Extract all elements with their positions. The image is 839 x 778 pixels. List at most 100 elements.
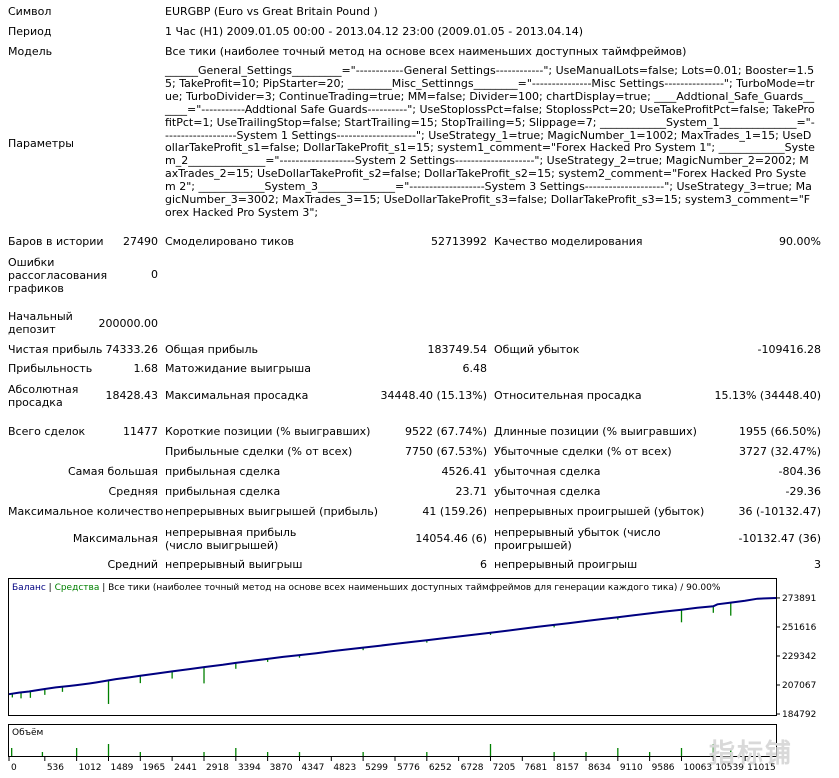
largest-loss-value: -804.36: [778, 465, 821, 478]
x-tick-label: 5776: [397, 763, 420, 773]
max-consec-wins-value: 41 (159.26): [422, 505, 487, 518]
x-tick-label: 6252: [429, 763, 452, 773]
maximal-profit-label: непрерывная прибыль (число выигрышей): [165, 526, 297, 552]
deposit-value: 200000.00: [98, 317, 159, 330]
ticks-value: 52713992: [431, 235, 487, 248]
x-tick-label: 5299: [365, 763, 388, 773]
y-tick-label: 273891: [782, 594, 816, 604]
x-tick-label: 7681: [524, 763, 547, 773]
parameters-value: ______General_Settings_________="-------…: [165, 64, 815, 219]
maximal-loss-label: непрерывный убыток (число проигрышей): [494, 526, 661, 552]
x-tick-label: 1965: [142, 763, 165, 773]
y-tick-label: 229342: [782, 652, 816, 662]
avg-consec-label: Средний: [107, 558, 158, 571]
largest-profit-value: 4526.41: [441, 465, 488, 478]
y-tick-label: 184792: [782, 710, 816, 720]
model-label: Модель: [8, 45, 53, 58]
gross-loss-label: Общий убыток: [494, 343, 580, 356]
largest-loss-label: убыточная сделка: [494, 465, 601, 478]
parameters-label: Параметры: [8, 137, 74, 150]
main-plot-frame: [8, 578, 777, 716]
x-tick-label: 10539: [715, 763, 744, 773]
x-tick-label: 6728: [461, 763, 484, 773]
avg-consec-losses-value: 3: [814, 558, 821, 571]
x-tick-label: 4347: [302, 763, 325, 773]
short-positions-value: 9522 (67.74%): [404, 425, 487, 438]
max-consec-label: Максимальное количество: [8, 505, 164, 518]
avg-consec-wins-label: непрерывный выигрыш: [165, 558, 303, 571]
bars-label: Баров в истории: [8, 235, 104, 248]
x-tick-label: 10063: [684, 763, 713, 773]
x-tick-label: 9110: [620, 763, 643, 773]
short-positions-label: Короткие позиции (% выигравших): [165, 425, 371, 438]
profit-factor-value: 1.68: [133, 362, 159, 375]
mismatch-label: Ошибки рассогласования графиков: [8, 256, 108, 295]
loss-trades-label: Убыточные сделки (% от всех): [494, 445, 672, 458]
symbol-label: Символ: [8, 5, 52, 18]
rel-drawdown-value: 15.13% (34448.40): [714, 389, 821, 402]
long-positions-value: 1955 (66.50%): [738, 425, 821, 438]
quality-value: 90.00%: [779, 235, 821, 248]
volume-plot-frame: [8, 724, 777, 757]
net-profit-label: Чистая прибыль: [8, 343, 103, 356]
total-trades-value: 11477: [123, 425, 158, 438]
deposit-label: Начальный депозит: [8, 310, 73, 336]
x-tick-label: 9586: [652, 763, 675, 773]
loss-trades-value: 3727 (32.47%): [738, 445, 821, 458]
x-axis: 0 536 1012 1489 1965 2441 2918 3394 3870 4347 4823…: [8, 757, 776, 773]
expected-payoff-value: 6.48: [462, 362, 488, 375]
profit-factor-label: Прибыльность: [8, 362, 93, 375]
legend-equity: Средства: [55, 583, 100, 593]
rel-drawdown-label: Относительная просадка: [494, 389, 642, 402]
ticks-label: Смоделировано тиков: [165, 235, 295, 248]
volume-label: Объём: [12, 728, 43, 738]
chart-model-description: Все тики (наиболее точный метод на основ…: [108, 583, 721, 593]
x-tick-label: 8157: [556, 763, 579, 773]
max-drawdown-label: Максимальная просадка: [165, 389, 309, 402]
period-value: 1 Час (H1) 2009.01.05 00:00 - 2013.04.12…: [165, 25, 583, 38]
period-label: Период: [8, 25, 52, 38]
x-tick-label: 3870: [270, 763, 293, 773]
maximal-label: Максимальная: [72, 532, 158, 545]
average-loss-label: убыточная сделка: [494, 485, 601, 498]
avg-consec-wins-value: 6: [480, 558, 487, 571]
y-tick-label: 207067: [782, 681, 816, 691]
balance-line: [8, 597, 777, 696]
average-profit-label: прибыльная сделка: [165, 485, 281, 498]
average-profit-value: 23.71: [455, 485, 488, 498]
legend-separator-1: |: [46, 583, 55, 593]
x-tick-label: 0: [11, 763, 17, 773]
balance-line-group: [8, 597, 777, 696]
maximal-profit-value: 14054.46 (6): [415, 532, 487, 545]
bars-value: 27490: [123, 235, 158, 248]
x-tick-label: 2918: [206, 763, 229, 773]
gross-loss-value: -109416.28: [757, 343, 821, 356]
abs-drawdown-value: 18428.43: [105, 389, 159, 402]
max-consec-wins-label: непрерывных выигрышей (прибыль): [165, 505, 379, 518]
maximal-loss-value: -10132.47 (36): [738, 532, 821, 545]
x-tick-label: 7205: [493, 763, 516, 773]
net-profit-value: 74333.26: [105, 343, 159, 356]
x-tick-label: 8634: [588, 763, 611, 773]
x-tick-label: 1489: [111, 763, 134, 773]
balance-chart-svg: Баланс | Средства | Все тики (наиболее т…: [8, 578, 817, 773]
max-drawdown-value: 34448.40 (15.13%): [380, 389, 487, 402]
model-value: Все тики (наиболее точный метод на основ…: [165, 45, 687, 58]
legend-separator-2: |: [99, 583, 108, 593]
x-tick-label: 1012: [79, 763, 102, 773]
quality-label: Качество моделирования: [494, 235, 643, 248]
profit-trades-value: 7750 (67.53%): [404, 445, 487, 458]
x-tick-label: 536: [47, 763, 64, 773]
total-trades-label: Всего сделок: [8, 425, 86, 438]
legend-balance: Баланс: [12, 583, 46, 593]
volume-bars: [11, 744, 732, 756]
symbol-value: EURGBP (Euro vs Great Britain Pound ): [165, 5, 378, 18]
mismatch-value: 0: [151, 268, 158, 281]
y-axis: 273891 251616 229342 207067 184792: [776, 594, 817, 720]
abs-drawdown-label: Абсолютная просадка: [8, 383, 79, 409]
max-consec-losses-label: непрерывных проигрышей (убыток): [494, 505, 705, 518]
y-tick-label: 251616: [782, 623, 817, 633]
largest-label: Самая большая: [67, 465, 158, 478]
x-tick-label: 11015: [747, 763, 776, 773]
x-tick-label: 2441: [174, 763, 197, 773]
